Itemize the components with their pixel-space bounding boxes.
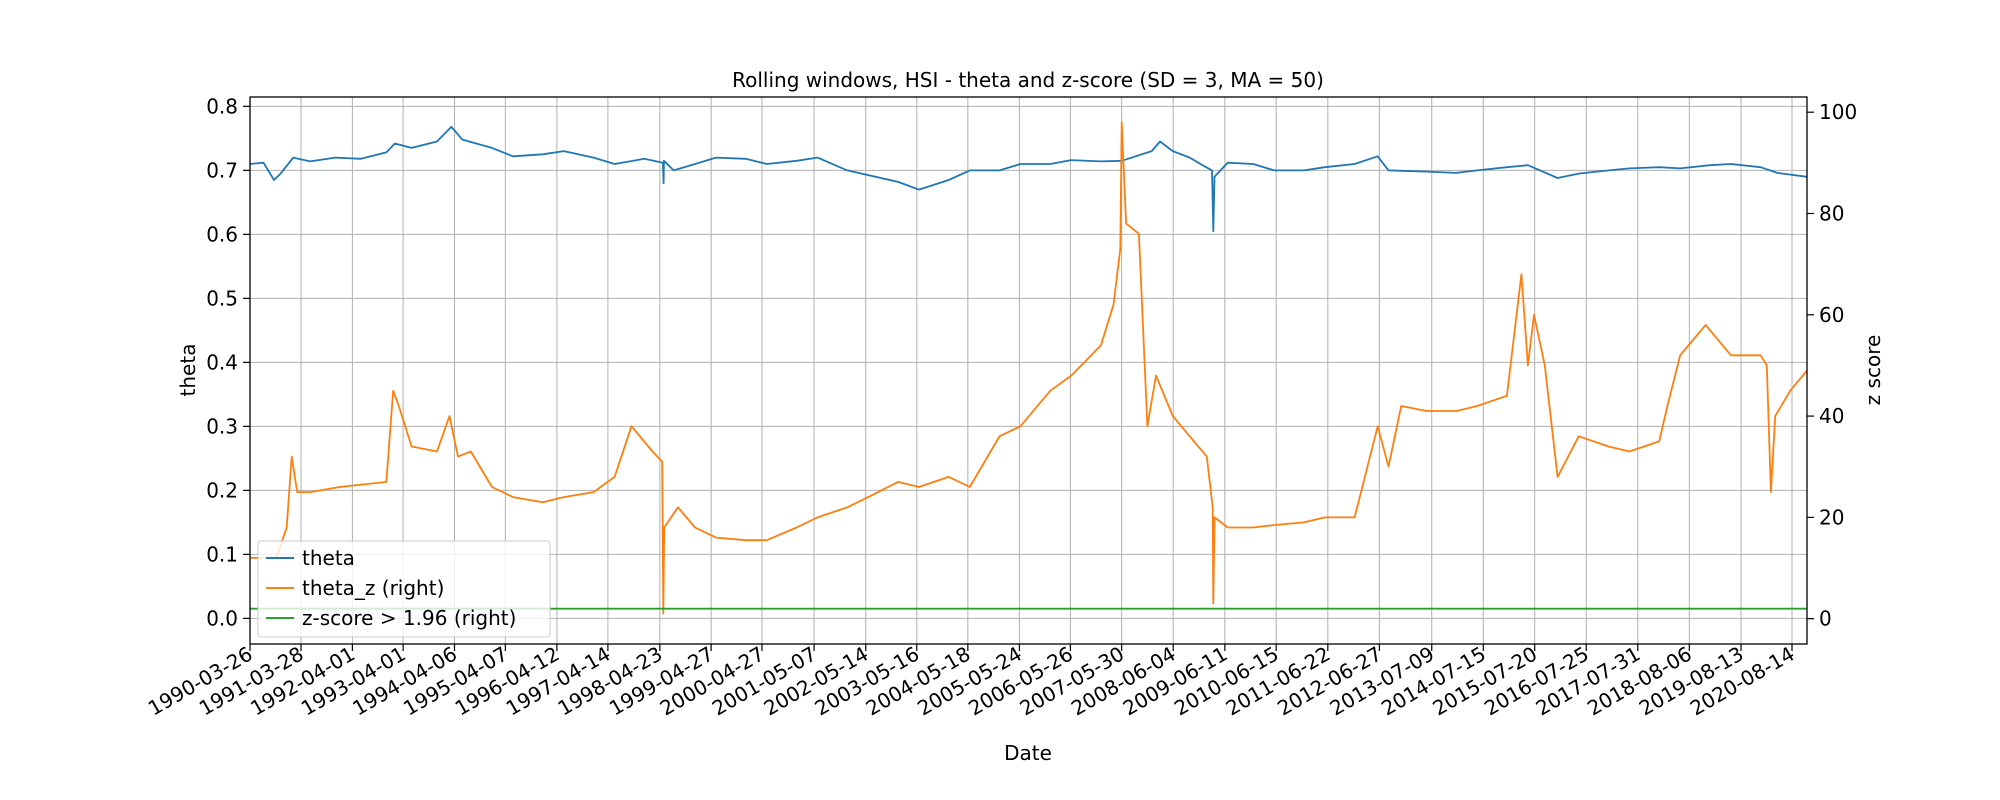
- y2-tick-label: 0: [1819, 607, 1832, 631]
- theta-line: [249, 125, 1808, 233]
- x-axis: 1990-03-261991-03-281992-04-011993-04-01…: [144, 642, 1799, 721]
- y2-tick-label: 40: [1819, 404, 1844, 428]
- y2-tick-label: 100: [1819, 100, 1857, 124]
- y-tick-label: 0.0: [206, 606, 238, 630]
- y-tick-label: 0.5: [206, 286, 238, 310]
- legend-box: [257, 540, 551, 638]
- left-y-axis-label: theta: [176, 344, 200, 397]
- y2-tick-label: 20: [1819, 505, 1844, 529]
- y2-tick-label: 80: [1819, 201, 1844, 225]
- legend-label-z-threshold: z-score > 1.96 (right): [302, 606, 516, 630]
- y-tick-label: 0.2: [206, 478, 238, 502]
- series-layer: [249, 121, 1808, 615]
- right-y-axis: 0 20 40 60 80 100: [1807, 100, 1857, 631]
- right-y-axis-label: z score: [1861, 335, 1885, 406]
- left-y-axis: 0.0 0.1 0.2 0.3 0.4 0.5 0.6 0.7 0.8: [206, 94, 250, 630]
- legend-label-theta-z: theta_z (right): [302, 576, 444, 600]
- y-tick-label: 0.4: [206, 350, 238, 374]
- y-tick-label: 0.6: [206, 222, 238, 246]
- theta-z-line: [250, 121, 1808, 615]
- y-tick-label: 0.8: [206, 94, 238, 118]
- legend-label-theta: theta: [302, 546, 355, 570]
- x-axis-label: Date: [1004, 741, 1052, 765]
- y-tick-label: 0.7: [206, 158, 238, 182]
- chart-title: Rolling windows, HSI - theta and z-score…: [732, 68, 1324, 92]
- y-tick-label: 0.1: [206, 542, 238, 566]
- plot-frame: [249, 96, 1808, 645]
- y-tick-label: 0.3: [206, 414, 238, 438]
- legend: theta theta_z (right) z-score > 1.96 (ri…: [257, 540, 551, 638]
- y2-tick-label: 60: [1819, 303, 1844, 327]
